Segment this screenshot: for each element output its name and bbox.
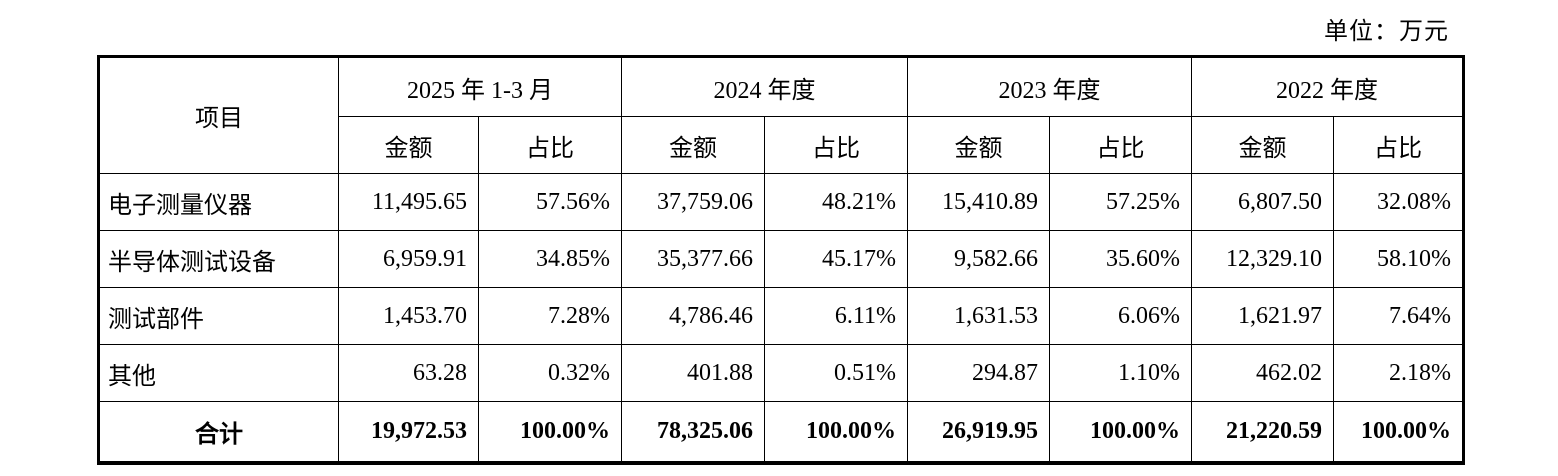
- total-amount-cell: 26,919.95: [907, 401, 1050, 463]
- amount-header-2022: 金额: [1191, 116, 1334, 174]
- amount-header-2024: 金额: [621, 116, 765, 174]
- ratio-cell: 57.25%: [1049, 173, 1192, 231]
- ratio-cell: 6.06%: [1049, 287, 1192, 345]
- amount-cell: 1,631.53: [907, 287, 1050, 345]
- unit-label: 单位：万元: [1324, 19, 1449, 45]
- table-row: 电子测量仪器 11,495.65 57.56% 37,759.06 48.21%…: [98, 173, 1464, 231]
- ratio-cell: 45.17%: [764, 230, 908, 288]
- total-row: 合计 19,972.53 100.00% 78,325.06 100.00% 2…: [98, 401, 1464, 463]
- ratio-cell: 2.18%: [1333, 344, 1464, 402]
- ratio-header-2022: 占比: [1333, 116, 1464, 174]
- ratio-cell: 35.60%: [1049, 230, 1192, 288]
- amount-cell: 1,453.70: [338, 287, 479, 345]
- ratio-cell: 34.85%: [478, 230, 622, 288]
- ratio-cell: 7.28%: [478, 287, 622, 345]
- table-row: 半导体测试设备 6,959.91 34.85% 35,377.66 45.17%…: [98, 230, 1464, 288]
- total-ratio-cell: 100.00%: [1333, 401, 1464, 463]
- revenue-breakdown-table: 项目 2025 年 1-3 月 2024 年度 2023 年度 2022 年度 …: [97, 55, 1465, 465]
- total-amount-cell: 19,972.53: [338, 401, 479, 463]
- amount-header-2023: 金额: [907, 116, 1050, 174]
- ratio-cell: 0.32%: [478, 344, 622, 402]
- period-header-2024: 2024 年度: [621, 56, 908, 117]
- item-cell: 半导体测试设备: [98, 230, 339, 288]
- amount-cell: 294.87: [907, 344, 1050, 402]
- total-ratio-cell: 100.00%: [1049, 401, 1192, 463]
- total-amount-cell: 78,325.06: [621, 401, 765, 463]
- amount-cell: 63.28: [338, 344, 479, 402]
- amount-cell: 12,329.10: [1191, 230, 1334, 288]
- period-header-2022: 2022 年度: [1191, 56, 1464, 117]
- ratio-header-2025: 占比: [478, 116, 622, 174]
- ratio-header-2023: 占比: [1049, 116, 1192, 174]
- amount-cell: 11,495.65: [338, 173, 479, 231]
- period-header-2023: 2023 年度: [907, 56, 1192, 117]
- amount-cell: 401.88: [621, 344, 765, 402]
- item-cell: 测试部件: [98, 287, 339, 345]
- amount-cell: 6,959.91: [338, 230, 479, 288]
- ratio-cell: 6.11%: [764, 287, 908, 345]
- ratio-cell: 0.51%: [764, 344, 908, 402]
- amount-cell: 9,582.66: [907, 230, 1050, 288]
- amount-cell: 15,410.89: [907, 173, 1050, 231]
- period-header-row: 项目 2025 年 1-3 月 2024 年度 2023 年度 2022 年度: [98, 56, 1464, 174]
- total-ratio-cell: 100.00%: [764, 401, 908, 463]
- ratio-cell: 58.10%: [1333, 230, 1464, 288]
- item-cell: 电子测量仪器: [98, 173, 339, 231]
- ratio-cell: 7.64%: [1333, 287, 1464, 345]
- table-row: 其他 63.28 0.32% 401.88 0.51% 294.87 1.10%…: [98, 344, 1464, 402]
- total-ratio-cell: 100.00%: [478, 401, 622, 463]
- amount-cell: 4,786.46: [621, 287, 765, 345]
- amount-cell: 1,621.97: [1191, 287, 1334, 345]
- item-cell: 其他: [98, 344, 339, 402]
- ratio-cell: 57.56%: [478, 173, 622, 231]
- ratio-cell: 32.08%: [1333, 173, 1464, 231]
- ratio-cell: 1.10%: [1049, 344, 1192, 402]
- table-row: 测试部件 1,453.70 7.28% 4,786.46 6.11% 1,631…: [98, 287, 1464, 345]
- ratio-header-2024: 占比: [764, 116, 908, 174]
- amount-cell: 35,377.66: [621, 230, 765, 288]
- amount-header-2025: 金额: [338, 116, 479, 174]
- ratio-cell: 48.21%: [764, 173, 908, 231]
- total-label: 合计: [98, 401, 339, 463]
- period-header-2025: 2025 年 1-3 月: [338, 56, 622, 117]
- amount-cell: 6,807.50: [1191, 173, 1334, 231]
- amount-cell: 37,759.06: [621, 173, 765, 231]
- item-column-header: 项目: [98, 56, 339, 174]
- amount-cell: 462.02: [1191, 344, 1334, 402]
- total-amount-cell: 21,220.59: [1191, 401, 1334, 463]
